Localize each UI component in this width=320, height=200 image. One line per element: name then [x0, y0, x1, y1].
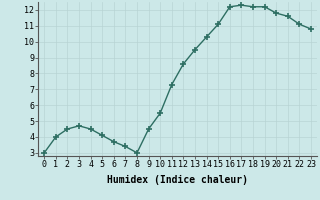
X-axis label: Humidex (Indice chaleur): Humidex (Indice chaleur) [107, 175, 248, 185]
